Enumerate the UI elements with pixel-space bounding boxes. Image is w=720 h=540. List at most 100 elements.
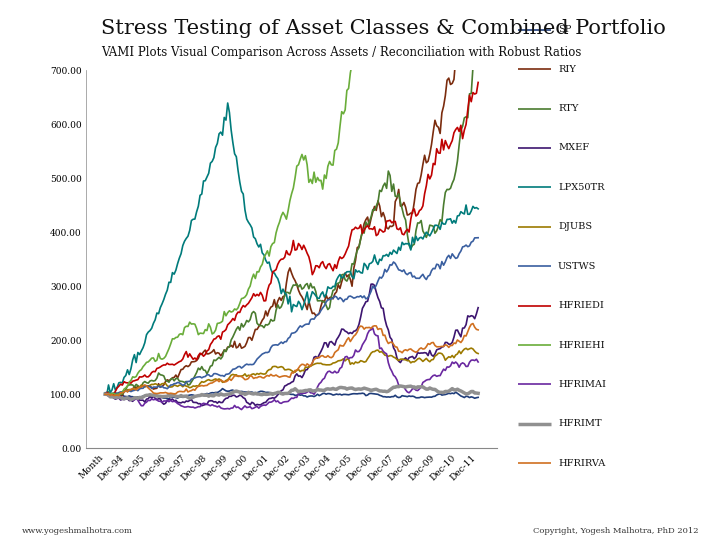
DJUBS [185,384,194,391]
HFRIEDI [474,79,482,86]
USTWS [230,366,239,372]
HFRIEHI [230,306,239,312]
HFRIEHI [111,392,120,398]
MXEF [208,397,217,404]
LPX50TR [474,206,482,212]
HFRIEHI [208,330,217,337]
HFRIRVA [412,349,420,355]
HFRIMAI [413,387,422,394]
Line: HFRIMAI: HFRIMAI [105,328,478,409]
LPX50TR [102,392,111,398]
Text: RTY: RTY [558,104,578,113]
Text: RIY: RIY [558,65,576,73]
HFRIEHI [101,391,109,397]
MXEF [413,349,422,356]
DJUBS [208,377,217,384]
HFRIEHI [213,320,222,327]
HFRIRVA [114,393,123,399]
HFRIEHI [215,320,223,326]
DJUBS [215,376,223,382]
HFRIMT [396,383,405,389]
RTY [213,356,222,362]
RIY [215,350,223,356]
USTWS [213,371,222,377]
HFRIEDI [185,350,194,357]
Text: HFRIMT: HFRIMT [558,420,602,428]
Line: SP: SP [105,389,478,399]
Text: USTWS: USTWS [558,262,596,271]
RIY [458,18,467,24]
MXEF [215,399,223,405]
HFRIRVA [474,327,482,333]
HFRIMAI [211,403,220,409]
RTY [101,391,109,397]
Text: www.yogeshmalhotra.com: www.yogeshmalhotra.com [22,526,132,535]
HFRIEDI [230,317,239,323]
HFRIEDI [101,391,109,397]
SP [163,396,171,402]
RIY [213,349,222,356]
HFRIRVA [213,377,222,383]
Text: Copyright, Yogesh Malhotra, PhD 2012: Copyright, Yogesh Malhotra, PhD 2012 [533,526,698,535]
RIY [101,391,109,397]
Line: MXEF: MXEF [105,284,478,406]
Text: HFRIRVA: HFRIRVA [558,459,606,468]
LPX50TR [413,237,422,244]
HFRIRVA [215,379,223,385]
USTWS [215,372,223,378]
DJUBS [101,391,109,397]
RTY [206,363,215,369]
Text: MXEF: MXEF [558,144,589,152]
MXEF [197,402,206,409]
HFRIMT [185,395,194,402]
SP [474,394,482,401]
HFRIMAI [369,325,377,331]
HFRIMT [413,383,422,390]
RTY [228,334,237,340]
HFRIMT [474,390,482,396]
RIY [474,25,482,32]
Line: RIY: RIY [105,21,478,397]
DJUBS [108,393,117,400]
HFRIMT [213,392,222,398]
RTY [211,357,220,364]
RIY [117,394,125,400]
USTWS [102,391,111,397]
HFRIEDI [108,394,117,401]
MXEF [230,392,239,399]
Line: USTWS: USTWS [105,238,478,394]
HFRIRVA [230,373,239,379]
RTY [410,241,418,247]
Line: HFRIEDI: HFRIEDI [105,83,478,397]
MXEF [184,398,192,404]
MXEF [474,305,482,311]
HFRIRVA [101,391,109,397]
HFRIEDI [208,339,217,346]
HFRIMT [208,393,217,399]
USTWS [101,391,109,397]
SP [185,392,194,399]
RTY [184,382,192,388]
Text: SP: SP [558,25,572,34]
LPX50TR [185,227,194,234]
Text: DJUBS: DJUBS [558,222,592,231]
DJUBS [467,345,475,352]
HFRIEDI [412,213,420,219]
DJUBS [474,350,482,357]
SP [232,389,240,395]
USTWS [185,378,194,384]
HFRIRVA [185,388,194,394]
Line: HFRIMT: HFRIMT [105,386,478,400]
LPX50TR [213,140,222,147]
HFRIEDI [215,333,223,339]
MXEF [369,281,377,287]
SP [413,395,422,401]
Text: LPX50TR: LPX50TR [558,183,605,192]
Line: HFRIEHI: HFRIEHI [105,0,478,395]
Text: HFRIEDI: HFRIEDI [558,301,604,310]
Text: HFRIEHI: HFRIEHI [558,341,605,349]
LPX50TR [215,131,223,137]
RIY [208,348,217,355]
LPX50TR [223,100,232,106]
HFRIMT [230,388,239,395]
